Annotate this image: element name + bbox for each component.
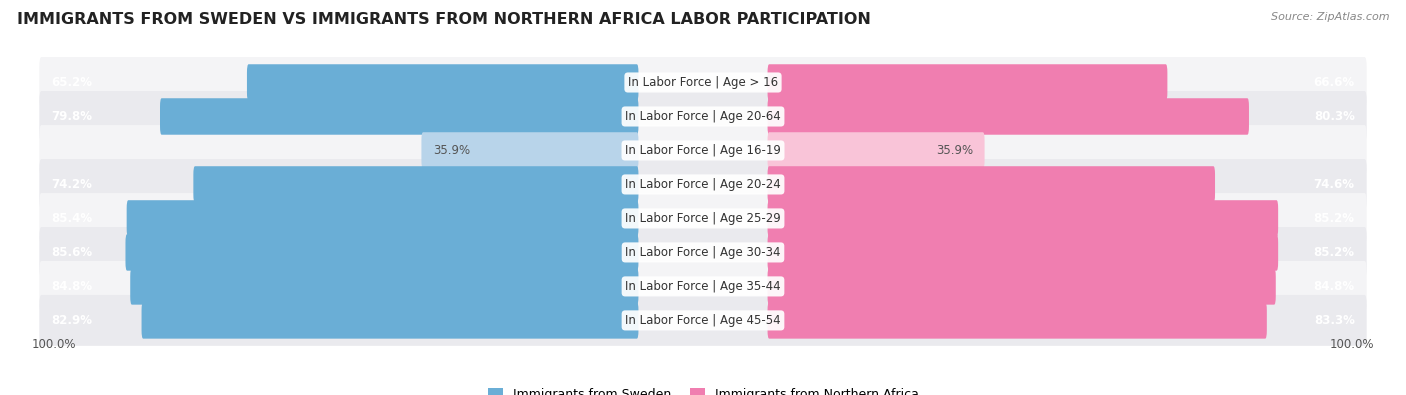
FancyBboxPatch shape [131,268,638,305]
FancyBboxPatch shape [39,125,1367,176]
FancyBboxPatch shape [768,132,984,169]
Text: In Labor Force | Age 20-24: In Labor Force | Age 20-24 [626,178,780,191]
Text: 65.2%: 65.2% [51,76,93,89]
Text: In Labor Force | Age 20-64: In Labor Force | Age 20-64 [626,110,780,123]
FancyBboxPatch shape [768,268,1275,305]
Text: 35.9%: 35.9% [433,144,470,157]
FancyBboxPatch shape [768,302,1267,339]
FancyBboxPatch shape [39,227,1367,278]
Text: 85.2%: 85.2% [1313,246,1355,259]
Text: 84.8%: 84.8% [51,280,93,293]
FancyBboxPatch shape [125,234,638,271]
FancyBboxPatch shape [768,200,1278,237]
FancyBboxPatch shape [768,166,1215,203]
Text: In Labor Force | Age 16-19: In Labor Force | Age 16-19 [626,144,780,157]
Text: 35.9%: 35.9% [936,144,973,157]
Text: 85.2%: 85.2% [1313,212,1355,225]
Text: 66.6%: 66.6% [1313,76,1355,89]
FancyBboxPatch shape [39,159,1367,210]
Text: 85.4%: 85.4% [51,212,93,225]
Text: In Labor Force | Age 35-44: In Labor Force | Age 35-44 [626,280,780,293]
FancyBboxPatch shape [39,261,1367,312]
Text: 84.8%: 84.8% [1313,280,1355,293]
Text: 74.6%: 74.6% [1313,178,1355,191]
FancyBboxPatch shape [160,98,638,135]
FancyBboxPatch shape [247,64,638,101]
FancyBboxPatch shape [39,57,1367,108]
Text: 79.8%: 79.8% [51,110,93,123]
Text: 83.3%: 83.3% [1313,314,1355,327]
Text: In Labor Force | Age 30-34: In Labor Force | Age 30-34 [626,246,780,259]
Text: 80.3%: 80.3% [1313,110,1355,123]
Text: In Labor Force | Age 25-29: In Labor Force | Age 25-29 [626,212,780,225]
Text: 100.0%: 100.0% [1330,339,1375,352]
Text: 82.9%: 82.9% [51,314,93,327]
Legend: Immigrants from Sweden, Immigrants from Northern Africa: Immigrants from Sweden, Immigrants from … [482,383,924,395]
FancyBboxPatch shape [768,98,1249,135]
Text: 74.2%: 74.2% [51,178,93,191]
Text: Source: ZipAtlas.com: Source: ZipAtlas.com [1271,12,1389,22]
FancyBboxPatch shape [127,200,638,237]
Text: 85.6%: 85.6% [51,246,93,259]
FancyBboxPatch shape [194,166,638,203]
Text: In Labor Force | Age > 16: In Labor Force | Age > 16 [628,76,778,89]
FancyBboxPatch shape [768,234,1278,271]
FancyBboxPatch shape [422,132,638,169]
FancyBboxPatch shape [768,64,1167,101]
Text: 100.0%: 100.0% [31,339,76,352]
FancyBboxPatch shape [142,302,638,339]
FancyBboxPatch shape [39,193,1367,244]
FancyBboxPatch shape [39,91,1367,142]
Text: In Labor Force | Age 45-54: In Labor Force | Age 45-54 [626,314,780,327]
Text: IMMIGRANTS FROM SWEDEN VS IMMIGRANTS FROM NORTHERN AFRICA LABOR PARTICIPATION: IMMIGRANTS FROM SWEDEN VS IMMIGRANTS FRO… [17,12,870,27]
FancyBboxPatch shape [39,295,1367,346]
